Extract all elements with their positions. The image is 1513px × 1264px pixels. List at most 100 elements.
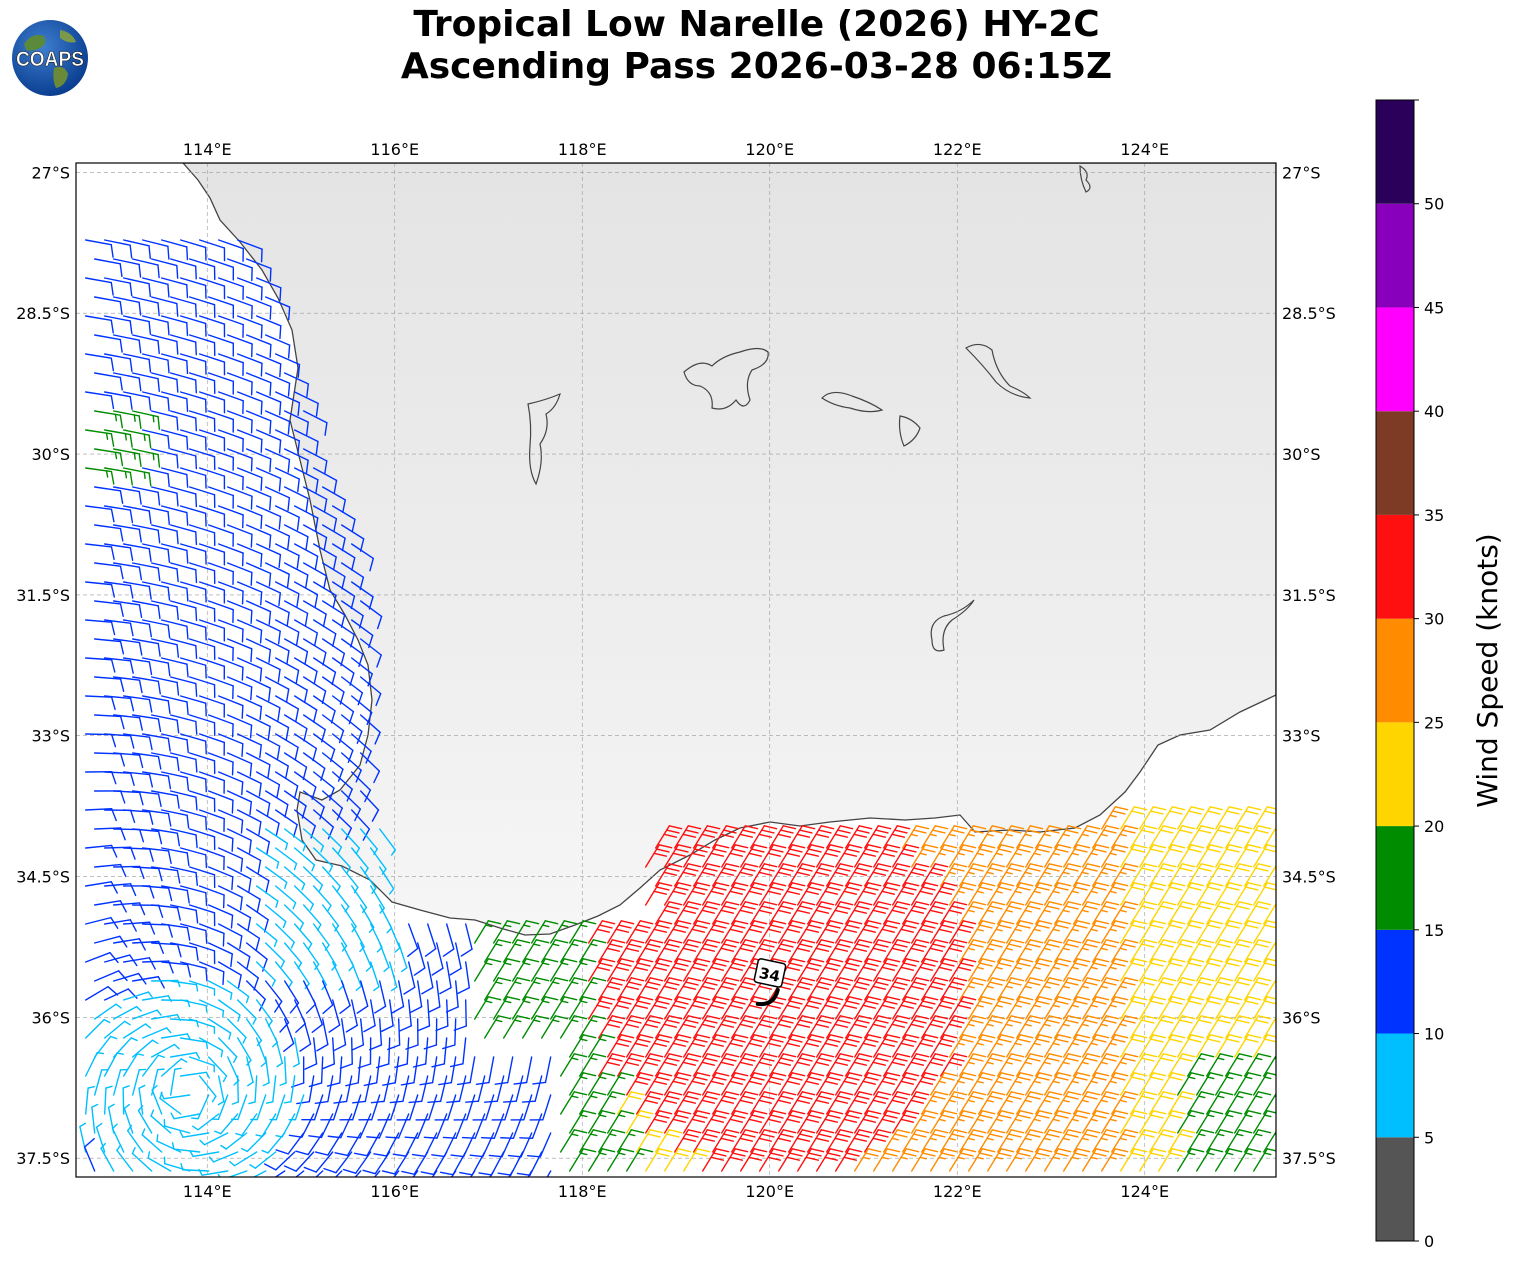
wind-barb <box>787 977 816 1001</box>
wind-barb <box>1205 1053 1234 1077</box>
wind-barb <box>1129 1053 1158 1077</box>
wind-barb <box>796 920 825 944</box>
lon-tick-label: 120°E <box>745 1182 794 1201</box>
wind-barb <box>1119 920 1148 944</box>
wind-barb <box>920 863 949 887</box>
wind-barb <box>920 825 949 849</box>
wind-barb <box>116 1144 134 1172</box>
wind-barb <box>150 334 179 355</box>
wind-barb <box>122 1085 130 1115</box>
wind-barb <box>378 942 390 973</box>
wind-barb <box>457 961 471 995</box>
title-line-2: Ascending Pass 2026-03-28 06:15Z <box>400 46 1113 87</box>
wind-barb <box>217 771 244 796</box>
wind-barb <box>587 958 616 982</box>
wind-barb <box>948 1148 977 1172</box>
wind-barb <box>1072 1015 1101 1039</box>
wind-barb <box>882 1015 911 1039</box>
wind-barb <box>815 958 844 982</box>
wind-barb <box>977 977 1006 1001</box>
wind-barb <box>331 543 356 571</box>
wind-barb <box>312 961 327 991</box>
wind-barb <box>758 844 787 868</box>
wind-barb <box>226 714 253 739</box>
wind-barb <box>292 1037 300 1068</box>
wind-barb <box>217 391 244 415</box>
wind-barb <box>606 996 635 1020</box>
wind-barb <box>511 920 540 944</box>
wind-barb <box>654 901 683 925</box>
wind-barb <box>431 1170 438 1177</box>
wind-barb <box>141 657 171 677</box>
wind-barb <box>198 505 226 528</box>
wind-barb <box>160 657 189 678</box>
wind-barb <box>274 885 297 910</box>
wind-barb <box>1091 901 1120 925</box>
wind-barb <box>302 600 327 628</box>
wind-barb <box>815 1110 844 1134</box>
wind-barb <box>815 1148 844 1172</box>
wind-barb <box>1100 844 1129 868</box>
wind-barb <box>131 448 161 468</box>
wind-barb <box>1138 882 1167 906</box>
wind-barb <box>1252 1110 1276 1134</box>
wind-barb <box>236 467 263 491</box>
wind-barb <box>179 543 207 565</box>
wind-barb <box>236 1037 252 1066</box>
wind-barb <box>151 1085 163 1115</box>
wind-barb <box>321 790 343 821</box>
wind-barb <box>188 828 216 851</box>
wind-barb <box>891 1072 920 1096</box>
lon-tick-label: 116°E <box>370 140 419 159</box>
wind-barb <box>1138 996 1167 1020</box>
wind-barb <box>236 847 262 874</box>
wind-barb <box>559 977 588 1001</box>
wind-barb <box>112 562 143 581</box>
wind-barb <box>815 1072 844 1096</box>
wind-barb <box>199 1132 229 1146</box>
wind-barb <box>420 1151 448 1176</box>
wind-barb <box>1119 996 1148 1020</box>
wind-barb <box>1176 1110 1205 1134</box>
wind-barb <box>321 980 334 1015</box>
wind-barb <box>749 1015 778 1039</box>
wind-barb <box>340 524 365 552</box>
wind-barb <box>275 1132 305 1155</box>
wind-barb <box>1243 825 1272 849</box>
wind-barb <box>758 1072 787 1096</box>
wind-barb <box>112 410 142 430</box>
wind-barb <box>473 958 502 982</box>
wind-barb <box>891 1148 920 1172</box>
wind-barb <box>207 676 234 700</box>
wind-barb <box>739 844 768 868</box>
wind-barb <box>84 619 116 636</box>
wind-barb <box>654 1053 683 1077</box>
wind-barb <box>255 619 281 645</box>
wind-barb <box>245 296 272 320</box>
wind-barb <box>616 1053 645 1077</box>
wind-barb <box>141 353 170 374</box>
wind-barb <box>1119 882 1148 906</box>
wind-barb <box>834 1148 863 1172</box>
wind-barb <box>986 1110 1015 1134</box>
wind-barb <box>1167 939 1196 963</box>
wind-barb <box>1224 939 1253 963</box>
wind-barb <box>939 977 968 1001</box>
wind-barb <box>207 980 233 1000</box>
wind-barb <box>768 1129 797 1153</box>
wind-barb <box>351 1018 365 1051</box>
wind-barb <box>302 866 324 892</box>
wind-barb <box>84 1018 111 1039</box>
wind-barb <box>245 828 270 855</box>
wind-barb <box>825 863 854 887</box>
wind-barb <box>217 961 242 989</box>
wind-barb <box>138 1084 146 1115</box>
wind-barb <box>796 1034 825 1058</box>
wind-barb <box>150 866 181 884</box>
wind-barb <box>245 676 271 702</box>
wind-barb <box>1138 1034 1167 1058</box>
wind-barb <box>701 1034 730 1058</box>
wind-barb <box>217 505 244 529</box>
wind-barb <box>340 790 362 822</box>
wind-barb <box>103 467 133 486</box>
